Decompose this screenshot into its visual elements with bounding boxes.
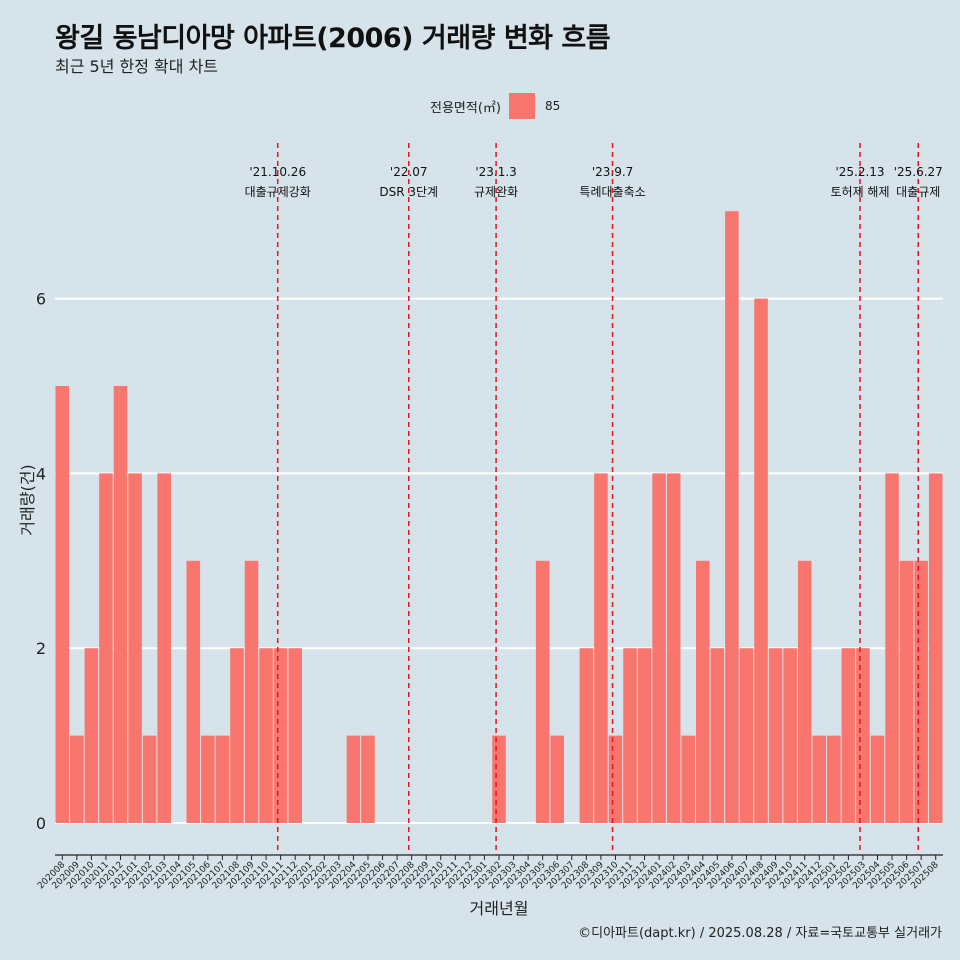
bar <box>535 560 550 823</box>
bar <box>870 735 885 823</box>
event-date: '25.6.27 <box>894 165 943 179</box>
bar <box>346 735 361 823</box>
event-label: 규제완화 <box>474 185 518 199</box>
bar <box>288 648 302 823</box>
event-label: 대출규제강화 <box>245 185 311 199</box>
legend-title: 전용면적(㎡) <box>430 100 501 116</box>
event-date: '21.10.26 <box>249 165 306 179</box>
bar <box>637 648 652 823</box>
event-label: 대출규제 <box>896 185 940 199</box>
bar <box>681 735 696 823</box>
bar <box>230 648 244 823</box>
bar <box>361 735 375 823</box>
event-label: 토허제 해제 <box>831 185 890 199</box>
bar <box>608 735 623 823</box>
bar <box>623 648 637 823</box>
y-tick-label: 4 <box>36 464 46 483</box>
bar <box>113 386 128 823</box>
bar <box>754 298 768 824</box>
bar <box>594 473 608 823</box>
bar <box>885 473 899 823</box>
bar <box>99 473 113 823</box>
bar <box>899 560 914 823</box>
bar <box>55 386 70 823</box>
bar <box>273 648 288 823</box>
event-date: '23.1.3 <box>475 165 516 179</box>
event-date: '25.2.13 <box>835 165 884 179</box>
bar <box>928 473 943 823</box>
bar <box>856 648 870 823</box>
x-axis-title: 거래년월 <box>470 899 529 918</box>
y-tick-label: 2 <box>36 639 46 658</box>
chart-title: 왕길 동남디아망 아파트(2006) 거래량 변화 흐름 <box>55 23 611 54</box>
y-axis-title: 거래량(건) <box>18 464 37 535</box>
bar <box>259 648 273 823</box>
event-label: DSR 3단계 <box>379 185 438 199</box>
y-tick-label: 6 <box>36 290 46 309</box>
legend-label: 85 <box>544 99 561 113</box>
bar <box>70 735 84 823</box>
chart-subtitle: 최근 5년 한정 확대 차트 <box>55 57 219 76</box>
event-date: '23.9.7 <box>592 165 633 179</box>
bar <box>827 735 841 823</box>
bar <box>142 735 157 823</box>
bar <box>84 648 99 823</box>
legend: 전용면적(㎡) 85 <box>430 93 560 119</box>
bar <box>128 473 142 823</box>
bar <box>244 560 259 823</box>
bar <box>710 648 725 823</box>
bar <box>768 648 783 823</box>
bar <box>186 560 201 823</box>
y-tick-label: 0 <box>36 814 46 833</box>
bar <box>579 648 594 823</box>
event-date: '22.07 <box>390 165 428 179</box>
bar <box>696 560 710 823</box>
bar <box>666 473 681 823</box>
bar <box>797 560 812 823</box>
bar <box>201 735 215 823</box>
bar <box>492 735 506 823</box>
legend-swatch <box>508 93 535 119</box>
bar <box>841 648 856 823</box>
bar <box>725 211 739 823</box>
bar <box>550 735 565 823</box>
event-label: 특례대출축소 <box>579 185 645 199</box>
bar <box>157 473 171 823</box>
bar <box>783 648 797 823</box>
source-caption: ©디아파트(dapt.kr) / 2025.08.28 / 자료=국토교통부 실… <box>578 926 942 941</box>
bar <box>739 648 754 823</box>
bar <box>812 735 827 823</box>
bar <box>215 735 230 823</box>
bar <box>914 560 928 823</box>
bar <box>652 473 666 823</box>
